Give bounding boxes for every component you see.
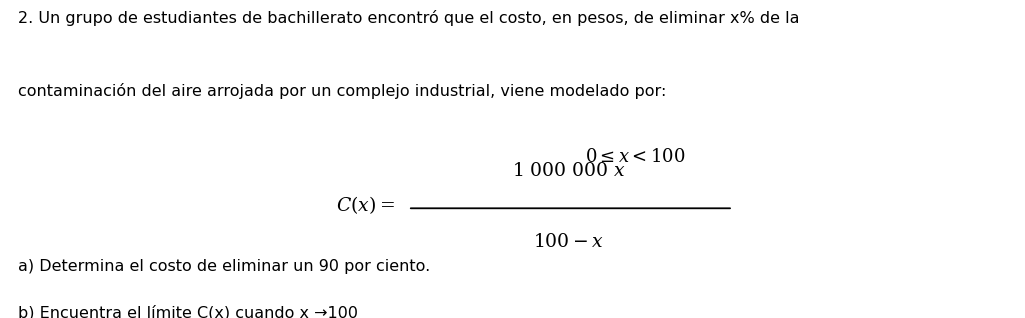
Text: a) Determina el costo de eliminar un 90 por ciento.: a) Determina el costo de eliminar un 90 … — [18, 259, 430, 274]
Text: $100 - x$: $100 - x$ — [533, 232, 605, 251]
Text: $1\ 000\ 000\ x$: $1\ 000\ 000\ x$ — [512, 161, 625, 180]
Text: contaminación del aire arrojada por un complejo industrial, viene modelado por:: contaminación del aire arrojada por un c… — [18, 83, 667, 99]
Text: b) Encuentra el límite C(x) cuando x →100: b) Encuentra el límite C(x) cuando x →10… — [18, 305, 359, 318]
Text: $0 \leq x < 100$: $0 \leq x < 100$ — [585, 148, 686, 166]
Text: $C(x) =$: $C(x) =$ — [336, 194, 395, 216]
Text: 2. Un grupo de estudiantes de bachillerato encontró que el costo, en pesos, de e: 2. Un grupo de estudiantes de bachillera… — [18, 10, 800, 25]
